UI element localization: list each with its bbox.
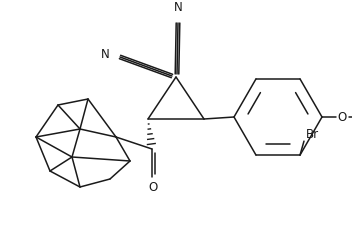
Text: O: O: [337, 111, 347, 124]
Text: Br: Br: [306, 128, 319, 140]
Text: N: N: [101, 47, 110, 60]
Text: O: O: [149, 180, 158, 193]
Text: N: N: [174, 1, 182, 14]
